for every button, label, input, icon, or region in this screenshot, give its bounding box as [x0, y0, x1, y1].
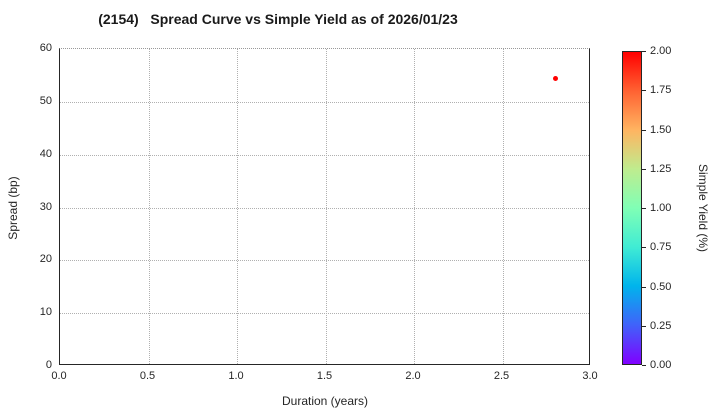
colorbar: [622, 51, 642, 365]
y-tick-label: 60: [39, 42, 52, 54]
colorbar-tick: [642, 168, 646, 170]
colorbar-tick: [642, 286, 646, 288]
colorbar-tick-label: 0.75: [650, 241, 672, 254]
horizontal-gridline: [60, 154, 589, 156]
colorbar-tick-label: 0.25: [650, 319, 672, 332]
y-tick-label: 10: [39, 306, 52, 319]
horizontal-gridline: [60, 207, 589, 209]
colorbar-tick-label: 1.25: [650, 162, 672, 175]
colorbar-tick-label: 1.75: [650, 84, 672, 97]
colorbar-tick-label: 1.50: [650, 123, 672, 136]
colorbar-tick: [642, 129, 646, 131]
y-tick-label: 30: [39, 200, 52, 213]
horizontal-gridline: [60, 101, 589, 103]
vertical-gridline: [237, 49, 238, 364]
colorbar-tick: [642, 51, 646, 52]
colorbar-tick: [642, 325, 646, 327]
chart-title: (2154) Spread Curve vs Simple Yield as o…: [98, 11, 458, 27]
colorbar-tick: [642, 247, 646, 249]
colorbar-tick: [642, 365, 646, 366]
y-tick-label: 0: [45, 359, 52, 371]
x-tick-label: 2.5: [493, 370, 510, 382]
vertical-gridline: [325, 49, 327, 364]
x-tick-label: 0.0: [51, 370, 67, 382]
colorbar-tick-label: 0.00: [650, 359, 672, 371]
y-tick-label: 20: [39, 253, 52, 266]
x-tick-label: 2.0: [405, 370, 421, 382]
y-axis-label: Spread (bp): [6, 176, 20, 240]
vertical-gridline: [414, 49, 415, 364]
vertical-gridline: [502, 49, 504, 364]
plot-area: [59, 48, 590, 365]
colorbar-tick-label: 0.50: [650, 280, 672, 293]
colorbar-label: Simple Yield (%): [696, 163, 710, 253]
colorbar-tick-label: 1.00: [650, 202, 672, 214]
x-tick-label: 1.0: [228, 370, 244, 382]
colorbar-tick-label: 2.00: [650, 45, 672, 57]
y-tick-label: 50: [39, 94, 52, 107]
horizontal-gridline: [60, 313, 589, 315]
horizontal-gridline: [60, 260, 589, 262]
x-tick-label: 3.0: [582, 370, 598, 382]
data-point: [553, 75, 559, 81]
x-axis-label: Duration (years): [281, 394, 369, 408]
x-tick-label: 0.5: [139, 370, 156, 382]
y-tick-label: 40: [39, 147, 52, 160]
colorbar-tick: [642, 208, 646, 209]
vertical-gridline: [148, 49, 150, 364]
x-tick-label: 1.5: [316, 370, 333, 382]
colorbar-tick: [642, 90, 646, 92]
